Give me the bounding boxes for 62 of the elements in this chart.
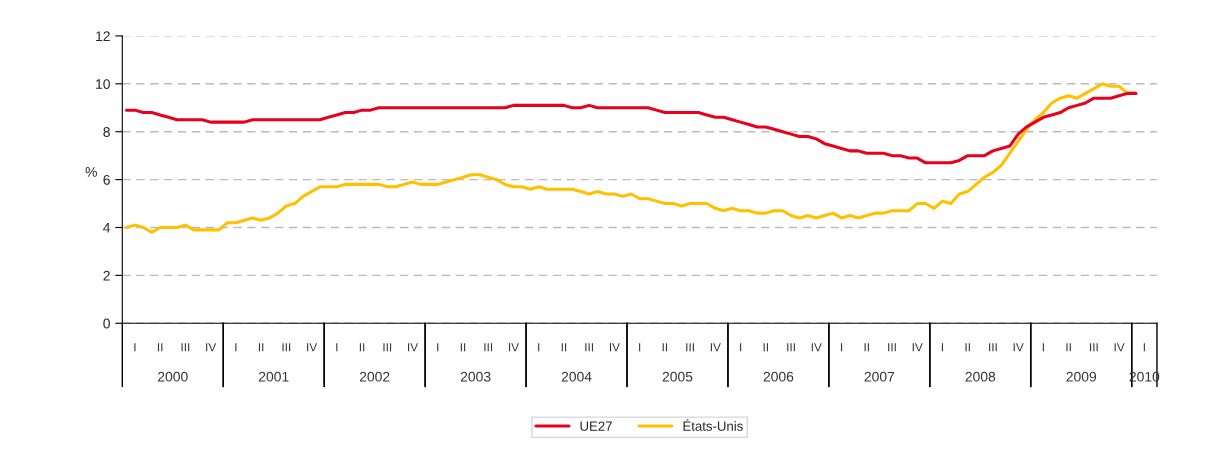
text: 2003 <box>460 371 491 382</box>
x-tick-label: II <box>359 343 365 352</box>
y-tick-label: 10 <box>96 79 110 89</box>
x-tick-label: II <box>1066 343 1071 352</box>
x-tick-label: IV <box>1013 343 1024 352</box>
x-tick-label: III <box>888 343 896 352</box>
text: 2006 <box>763 371 794 382</box>
x-tick-label: I <box>1042 343 1044 352</box>
x-tick-label: III <box>989 343 997 352</box>
legend-label: UE27 <box>580 421 612 431</box>
x-tick-label: II <box>258 343 264 352</box>
x-tick-label: IV <box>508 343 519 352</box>
x-tick-label: III <box>383 343 392 352</box>
x-tick-label: I <box>639 343 641 352</box>
x-tick-label: IV <box>206 343 217 352</box>
y-axis-title: % <box>85 167 97 177</box>
x-tick-label: IV <box>1114 343 1125 352</box>
x-tick-label: II <box>965 343 970 352</box>
x-tick-label: IV <box>912 343 923 352</box>
x-tick-label: IV <box>609 343 620 352</box>
text: 2008 <box>965 371 996 382</box>
x-tick-label: II <box>864 343 869 352</box>
y-tick-label: 8 <box>103 127 110 137</box>
text: 2001 <box>258 371 289 382</box>
x-tick-label: I <box>134 343 136 352</box>
x-tick-label: III <box>585 343 593 352</box>
x-tick-label: II <box>662 343 668 352</box>
x-tick-label: II <box>763 343 768 352</box>
text: 2005 <box>662 371 693 382</box>
x-tick-label: I <box>437 343 439 352</box>
legend-label: États-Unis <box>683 419 743 431</box>
x-tick-label: II <box>157 343 163 352</box>
x-tick-label: IV <box>811 343 822 352</box>
x-tick-label: III <box>181 343 190 352</box>
y-tick-label: 2 <box>103 270 110 281</box>
x-tick-label: I <box>336 343 338 352</box>
x-tick-label: IV <box>710 343 721 352</box>
y-tick-label: 12 <box>96 31 110 41</box>
x-tick-label: III <box>787 343 795 352</box>
x-tick-label: I <box>740 343 742 352</box>
text: 2009 <box>1066 371 1097 382</box>
text: 2004 <box>561 371 592 382</box>
text: 2007 <box>864 371 895 382</box>
x-tick-label: I <box>235 343 237 352</box>
x-tick-label: II <box>460 343 466 352</box>
x-tick-label: I <box>1143 343 1145 352</box>
x-tick-label: II <box>561 343 567 352</box>
x-tick-label: III <box>484 343 493 352</box>
x-tick-label: III <box>686 343 694 352</box>
x-tick-label: I <box>538 343 540 352</box>
text: 2000 <box>158 371 188 382</box>
x-tick-label: IV <box>408 343 419 352</box>
line-series <box>124 91 1138 165</box>
x-tick-label: I <box>941 343 944 352</box>
y-tick-label: 4 <box>103 222 111 233</box>
x-tick-label: I <box>840 343 843 352</box>
y-tick-label: 0 <box>103 318 110 329</box>
x-tick-label: III <box>282 343 291 352</box>
text: 2002 <box>359 371 390 382</box>
x-tick-label: IV <box>307 343 318 352</box>
y-tick-label: 6 <box>103 174 110 185</box>
x-tick-label: III <box>1090 343 1098 352</box>
